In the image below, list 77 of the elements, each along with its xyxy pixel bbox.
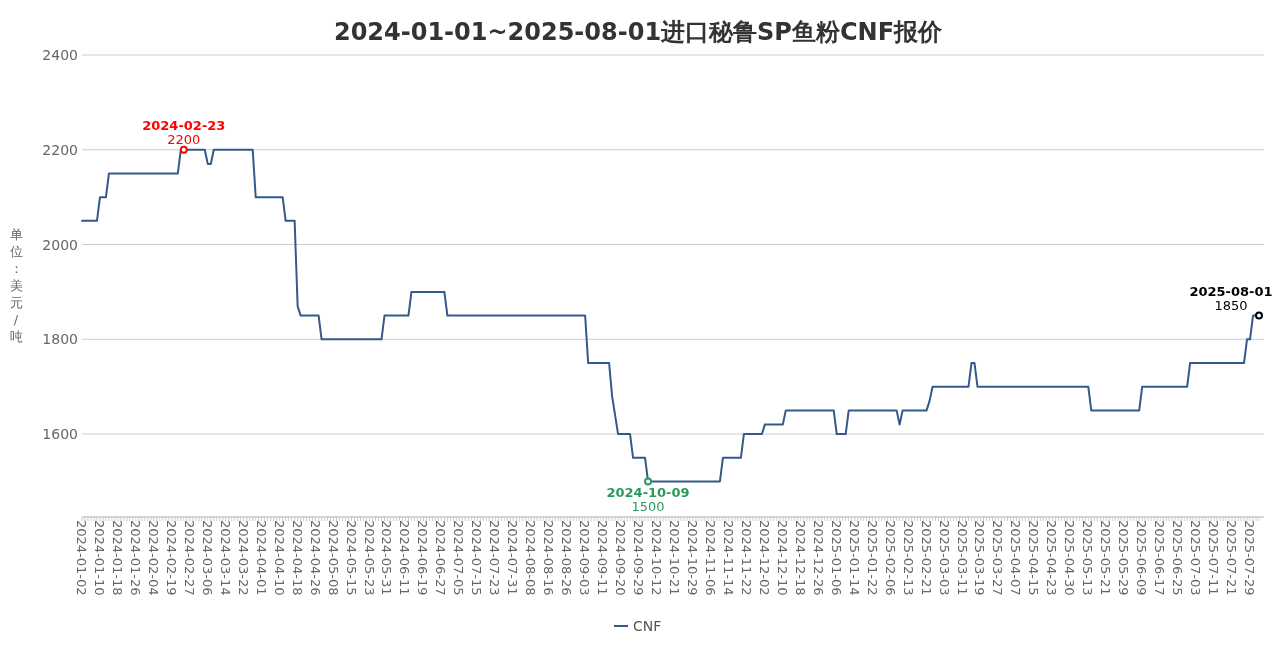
legend-label: CNF xyxy=(633,618,662,634)
x-tick-label: 2024-02-27 xyxy=(181,520,197,596)
x-tick-label: 2024-06-19 xyxy=(415,520,431,596)
y-tick-label: 1800 xyxy=(42,331,78,348)
x-tick-label: 2025-02-21 xyxy=(918,520,934,596)
x-tick-label: 2024-08-08 xyxy=(523,520,539,596)
x-tick-label: 2025-05-13 xyxy=(1080,520,1096,596)
x-tick-label: 2024-05-23 xyxy=(361,520,377,596)
y-tick-label: 2000 xyxy=(42,236,78,253)
x-tick-label: 2025-01-22 xyxy=(864,520,880,596)
x-tick-label: 2024-08-16 xyxy=(541,520,557,596)
x-tick-label: 2024-03-06 xyxy=(199,520,215,596)
x-tick-label: 2024-12-02 xyxy=(756,520,772,596)
x-tick-label: 2024-04-01 xyxy=(253,520,269,596)
x-tick-label: 2025-03-27 xyxy=(990,520,1006,596)
x-tick-label: 2025-06-25 xyxy=(1170,520,1186,596)
y-tick-label: 1600 xyxy=(42,426,78,443)
x-tick-label: 2024-01-10 xyxy=(91,520,107,596)
x-tick-label: 2025-04-07 xyxy=(1008,520,1024,596)
x-tick-label: 2025-06-17 xyxy=(1152,520,1168,596)
x-tick-label: 2024-09-03 xyxy=(577,520,593,596)
x-tick-label: 2024-10-12 xyxy=(649,520,665,596)
x-tick-label: 2024-06-11 xyxy=(397,520,413,596)
x-tick-label: 2024-12-10 xyxy=(774,520,790,596)
data-label: 2025-08-01 1850 xyxy=(1189,283,1273,313)
y-axis-title: 单位：美元/吨 xyxy=(9,226,23,344)
x-tick-label: 2025-05-29 xyxy=(1116,520,1132,596)
x-tick-label: 2024-10-29 xyxy=(684,520,700,596)
x-tick-label: 2024-07-31 xyxy=(505,520,521,596)
x-tick-label: 2025-04-15 xyxy=(1026,520,1042,596)
x-tick-label: 2025-04-30 xyxy=(1062,520,1078,596)
x-tick-label: 2024-02-19 xyxy=(163,520,179,596)
chart-title: 2024-01-01~2025-08-01进口秘鲁SP鱼粉CNF报价 xyxy=(333,18,944,46)
x-tick-label: 2025-05-21 xyxy=(1098,520,1114,596)
data-label: 2024-10-09 1500 xyxy=(606,485,690,515)
x-tick-label: 2024-11-06 xyxy=(702,520,718,596)
x-tick-label: 2024-02-04 xyxy=(145,520,161,596)
x-tick-label: 2024-01-18 xyxy=(109,520,125,596)
x-tick-label: 2024-09-20 xyxy=(613,520,629,596)
data-label: 2024-02-23 2200 xyxy=(142,117,226,147)
x-tick-label: 2025-07-29 xyxy=(1242,520,1258,596)
x-tick-label: 2025-04-23 xyxy=(1044,520,1060,596)
x-tick-label: 2024-12-18 xyxy=(792,520,808,596)
x-tick-label: 2024-04-26 xyxy=(307,520,323,596)
x-tick-label: 2025-03-19 xyxy=(972,520,988,596)
x-tick-label: 2025-01-14 xyxy=(846,520,862,596)
x-tick-label: 2024-08-26 xyxy=(559,520,575,596)
x-tick-label: 2024-05-15 xyxy=(343,520,359,596)
x-tick-label: 2025-03-11 xyxy=(954,520,970,596)
x-tick-label: 2024-10-21 xyxy=(666,520,682,596)
x-tick-label: 2025-07-21 xyxy=(1224,520,1240,596)
x-tick-label: 2024-05-08 xyxy=(325,520,341,596)
x-tick-label: 2024-04-10 xyxy=(271,520,287,596)
x-tick-label: 2024-07-23 xyxy=(487,520,503,596)
x-tick-label: 2025-07-03 xyxy=(1188,520,1204,596)
x-tick-label: 2025-02-06 xyxy=(882,520,898,596)
x-tick-label: 2024-04-18 xyxy=(289,520,305,596)
x-tick-label: 2025-02-13 xyxy=(900,520,916,596)
x-tick-label: 2024-07-15 xyxy=(469,520,485,596)
x-tick-label: 2024-11-22 xyxy=(738,520,754,596)
x-tick-label: 2024-09-11 xyxy=(595,520,611,596)
y-tick-label: 2400 xyxy=(42,47,78,63)
x-tick-label: 2024-12-26 xyxy=(810,520,826,596)
x-tick-label: 2024-03-14 xyxy=(217,520,233,596)
x-tick-label: 2024-05-31 xyxy=(379,520,395,596)
x-tick-label: 2024-07-05 xyxy=(451,520,467,596)
x-tick-label: 2025-01-06 xyxy=(828,520,844,596)
x-tick-label: 2024-01-02 xyxy=(74,520,89,596)
y-tick-label: 2200 xyxy=(42,141,78,158)
x-tick-label: 2025-07-11 xyxy=(1206,520,1222,596)
x-tick-label: 2024-11-14 xyxy=(720,520,736,596)
x-tick-label: 2025-06-09 xyxy=(1134,520,1150,596)
x-tick-label: 2024-01-26 xyxy=(127,520,143,596)
x-tick-label: 2025-03-03 xyxy=(936,520,952,596)
x-tick-label: 2024-03-22 xyxy=(235,520,251,596)
x-tick-label: 2024-09-29 xyxy=(631,520,647,596)
x-tick-label: 2024-06-27 xyxy=(433,520,449,596)
